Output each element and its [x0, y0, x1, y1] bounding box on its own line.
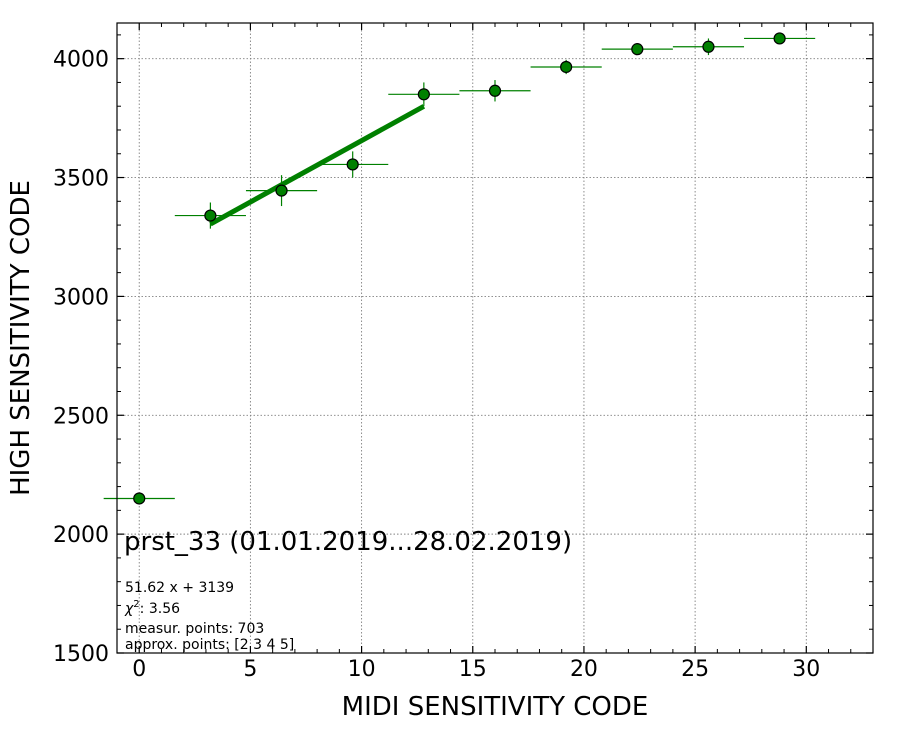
x-tick-label: 0	[132, 657, 146, 682]
chi2-superscript: 2	[133, 599, 139, 610]
fit-equation-annotation: 51.62 x + 3139	[125, 580, 234, 596]
x-axis-label: MIDI SENSITIVITY CODE	[342, 692, 649, 722]
x-tick-labels: 0 5 10 15 20 25 30	[132, 657, 820, 682]
x-tick-label: 25	[681, 657, 709, 682]
y-tick-labels: 1500 2000 2500 3000 3500 4000	[53, 48, 109, 667]
x-tick-label: 15	[459, 657, 487, 682]
fit-line	[209, 104, 426, 227]
approx-points-annotation: approx. points: [2 3 4 5]	[125, 637, 294, 653]
y-axis-label: HIGH SENSITIVITY CODE	[6, 180, 36, 496]
data-point	[204, 209, 217, 222]
plot-frame	[116, 22, 874, 654]
major-ticks	[117, 23, 873, 654]
measur-points-annotation: measur. points: 703	[125, 621, 264, 637]
data-point	[275, 184, 288, 197]
chi2-annotation: χ2: 3.56	[124, 599, 180, 617]
dataset-annotation: prst_33 (01.01.2019...28.02.2019)	[124, 527, 572, 557]
fit-line-group	[209, 104, 426, 227]
y-tick-label: 1500	[53, 642, 109, 667]
grid	[117, 23, 873, 653]
data-point	[560, 60, 573, 74]
data-point	[702, 40, 715, 53]
x-tick-label: 5	[243, 657, 257, 682]
x-tick-label: 30	[792, 657, 820, 682]
x-tick-label: 20	[570, 657, 598, 682]
y-tick-label: 3000	[53, 285, 109, 310]
data-point	[773, 32, 786, 45]
y-tick-label: 2500	[53, 404, 109, 429]
chi2-symbol: χ	[124, 601, 134, 617]
minor-ticks	[116, 23, 874, 653]
data-points	[133, 32, 786, 505]
data-point	[346, 158, 359, 171]
y-tick-label: 4000	[53, 48, 109, 73]
data-point	[417, 88, 430, 101]
y-tick-label: 2000	[53, 523, 109, 548]
chi2-value: : 3.56	[140, 601, 180, 617]
y-tick-label: 3500	[53, 167, 109, 192]
data-point	[631, 43, 644, 56]
data-point	[133, 492, 146, 505]
x-tick-label: 10	[348, 657, 376, 682]
error-bars	[103, 34, 816, 500]
data-point	[488, 84, 502, 97]
